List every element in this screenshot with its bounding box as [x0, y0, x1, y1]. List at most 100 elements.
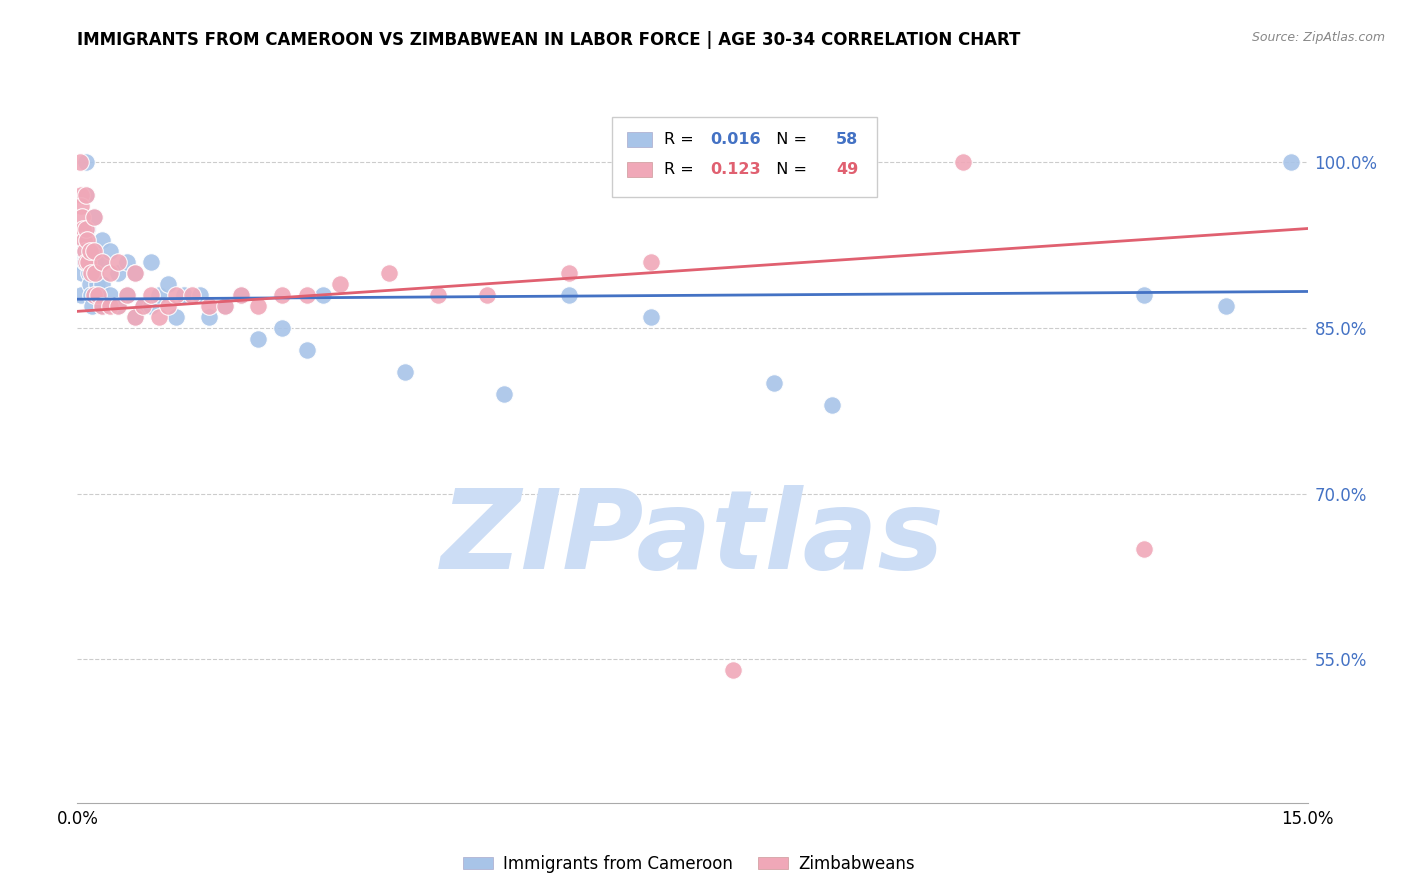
Point: [197, 310, 219, 324]
Text: IMMIGRANTS FROM CAMEROON VS ZIMBABWEAN IN LABOR FORCE | AGE 30-34 CORRELATION CH: IMMIGRANTS FROM CAMEROON VS ZIMBABWEAN I…: [77, 31, 1021, 49]
Point: [98, 266, 121, 280]
Point: [83, 244, 105, 258]
Point: [87, 287, 110, 301]
Point: [821, 398, 844, 412]
Text: 0.016: 0.016: [710, 132, 761, 147]
Point: [124, 310, 146, 324]
Text: 58: 58: [837, 132, 859, 147]
Point: [188, 287, 212, 301]
Point: [156, 299, 179, 313]
Point: [271, 321, 294, 335]
Point: [107, 266, 129, 280]
Point: [80, 287, 103, 301]
Text: R =: R =: [664, 132, 699, 147]
Point: [73, 244, 96, 258]
Point: [107, 299, 129, 313]
Point: [197, 299, 219, 313]
Point: [87, 287, 110, 301]
Bar: [627, 162, 651, 178]
Point: [165, 287, 187, 301]
Point: [90, 254, 114, 268]
Text: 0.123: 0.123: [710, 162, 761, 178]
Bar: [627, 132, 651, 147]
Point: [148, 287, 170, 301]
Point: [246, 299, 269, 313]
Point: [77, 266, 100, 280]
Point: [98, 287, 121, 301]
Point: [86, 277, 108, 291]
Point: [69, 287, 91, 301]
Point: [70, 199, 93, 213]
Point: [75, 188, 97, 202]
Point: [90, 299, 114, 313]
Point: [84, 266, 107, 280]
Point: [83, 211, 105, 225]
Text: ZIPatlas: ZIPatlas: [440, 485, 945, 592]
Point: [70, 211, 93, 225]
Point: [141, 299, 163, 313]
Point: [76, 233, 98, 247]
Point: [141, 254, 163, 268]
Point: [90, 254, 114, 268]
Point: [763, 376, 786, 391]
Point: [295, 343, 318, 357]
Point: [80, 266, 103, 280]
Point: [83, 244, 105, 258]
Point: [83, 211, 105, 225]
Point: [98, 299, 121, 313]
Point: [107, 254, 129, 268]
Point: [246, 332, 269, 346]
Point: [295, 287, 318, 301]
Point: [98, 244, 121, 258]
Point: [90, 299, 114, 313]
Point: [427, 287, 450, 301]
Point: [115, 287, 138, 301]
Point: [75, 254, 97, 268]
Point: [75, 233, 97, 247]
Point: [84, 254, 107, 268]
Point: [82, 299, 104, 313]
Point: [1132, 287, 1154, 301]
Point: [76, 221, 98, 235]
Point: [124, 266, 146, 280]
Point: [107, 299, 129, 313]
Point: [73, 244, 96, 258]
Point: [492, 387, 515, 401]
Point: [723, 663, 745, 677]
Point: [214, 299, 236, 313]
Point: [90, 233, 114, 247]
Point: [79, 244, 101, 258]
Point: [271, 287, 294, 301]
Point: [73, 233, 96, 247]
Point: [173, 287, 195, 301]
Point: [165, 310, 187, 324]
Point: [124, 266, 146, 280]
Point: [952, 155, 974, 169]
Point: [214, 299, 236, 313]
Point: [1132, 541, 1154, 556]
Point: [156, 277, 179, 291]
Point: [70, 266, 93, 280]
Text: 49: 49: [837, 162, 859, 178]
Point: [141, 287, 163, 301]
Text: Source: ZipAtlas.com: Source: ZipAtlas.com: [1251, 31, 1385, 45]
Point: [1215, 299, 1237, 313]
Point: [477, 287, 499, 301]
Point: [394, 365, 416, 379]
Bar: [613, 118, 877, 197]
Point: [70, 254, 93, 268]
Point: [115, 287, 138, 301]
Point: [77, 244, 100, 258]
Point: [132, 299, 155, 313]
Point: [73, 254, 96, 268]
Point: [231, 287, 253, 301]
Point: [69, 155, 91, 169]
Point: [79, 277, 101, 291]
Point: [231, 287, 253, 301]
Point: [558, 287, 581, 301]
Text: N =: N =: [766, 132, 813, 147]
Point: [75, 155, 97, 169]
Point: [312, 287, 335, 301]
Point: [640, 254, 662, 268]
Point: [124, 310, 146, 324]
